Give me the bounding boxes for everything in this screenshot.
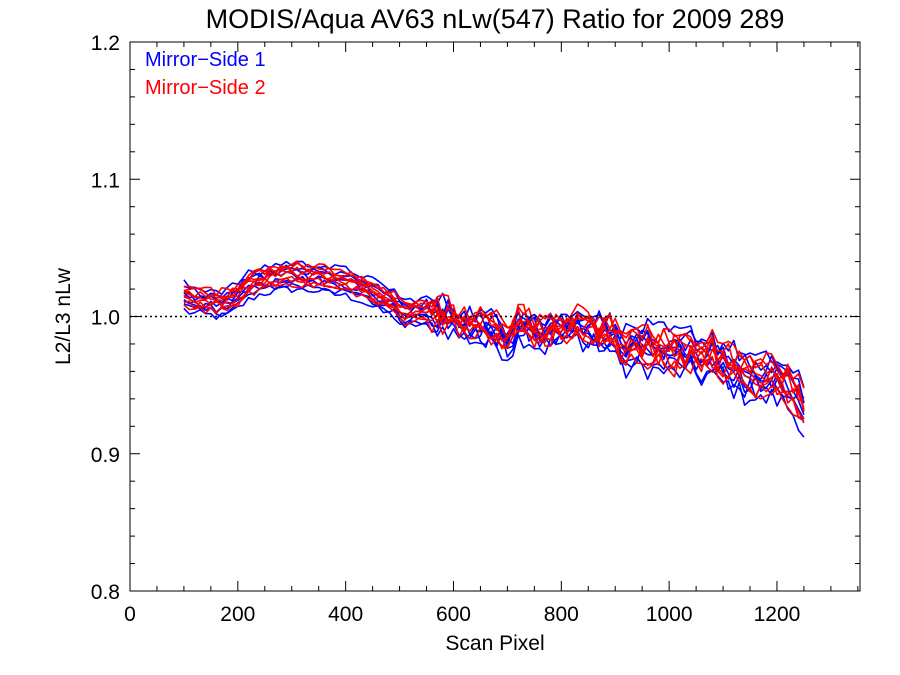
y-tick-label: 0.9 <box>91 444 120 467</box>
y-tick-label: 0.8 <box>91 581 120 604</box>
y-tick-label: 1.2 <box>91 32 120 55</box>
x-tick-label: 600 <box>436 603 471 626</box>
x-axis-label: Scan Pixel <box>445 632 544 655</box>
series-line-mirror-side-2 <box>183 280 805 419</box>
legend: Mirror−Side 1 Mirror−Side 2 <box>145 49 266 99</box>
legend-entry-mirror-side-2: Mirror−Side 2 <box>145 77 266 99</box>
x-tick-label: 200 <box>220 603 255 626</box>
x-tick-label: 800 <box>544 603 579 626</box>
legend-entry-mirror-side-1: Mirror−Side 1 <box>145 49 266 71</box>
series-line-mirror-side-2 <box>183 262 805 410</box>
ticks-layer: 0 200 400 600 800 1000 1200 0.8 0.9 1.0 1.1 1.2 <box>91 32 860 626</box>
series-line-mirror-side-2 <box>183 260 805 389</box>
chart-title: MODIS/Aqua AV63 nLw(547) Ratio for 2009 … <box>206 4 785 34</box>
y-tick-label: 1.1 <box>91 169 120 192</box>
series-layer <box>183 260 805 438</box>
x-tick-label: 400 <box>328 603 363 626</box>
x-tick-label: 1200 <box>754 603 801 626</box>
y-tick-label: 1.0 <box>91 307 120 330</box>
x-tick-label: 1000 <box>646 603 693 626</box>
y-axis-label: L2/L3 nLw <box>52 267 75 365</box>
x-tick-label: 0 <box>124 603 136 626</box>
